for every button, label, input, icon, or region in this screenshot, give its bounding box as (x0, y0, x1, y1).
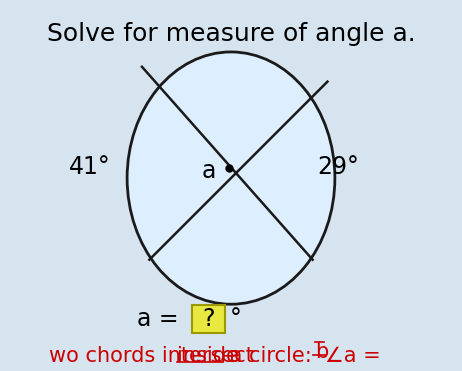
Text: a circle:  ∠a =: a circle: ∠a = (223, 346, 387, 366)
Ellipse shape (127, 52, 335, 304)
Text: 29°: 29° (318, 155, 359, 179)
Text: ?: ? (202, 307, 215, 331)
Text: a =: a = (137, 307, 187, 331)
Text: °: ° (230, 307, 242, 331)
Text: inside: inside (177, 346, 239, 366)
Text: b: b (316, 342, 329, 362)
FancyBboxPatch shape (192, 305, 225, 333)
Text: a: a (201, 159, 216, 183)
Text: wo chords intersect: wo chords intersect (49, 346, 261, 366)
Text: 41°: 41° (69, 155, 111, 179)
Text: Solve for measure of angle a.: Solve for measure of angle a. (47, 22, 415, 46)
